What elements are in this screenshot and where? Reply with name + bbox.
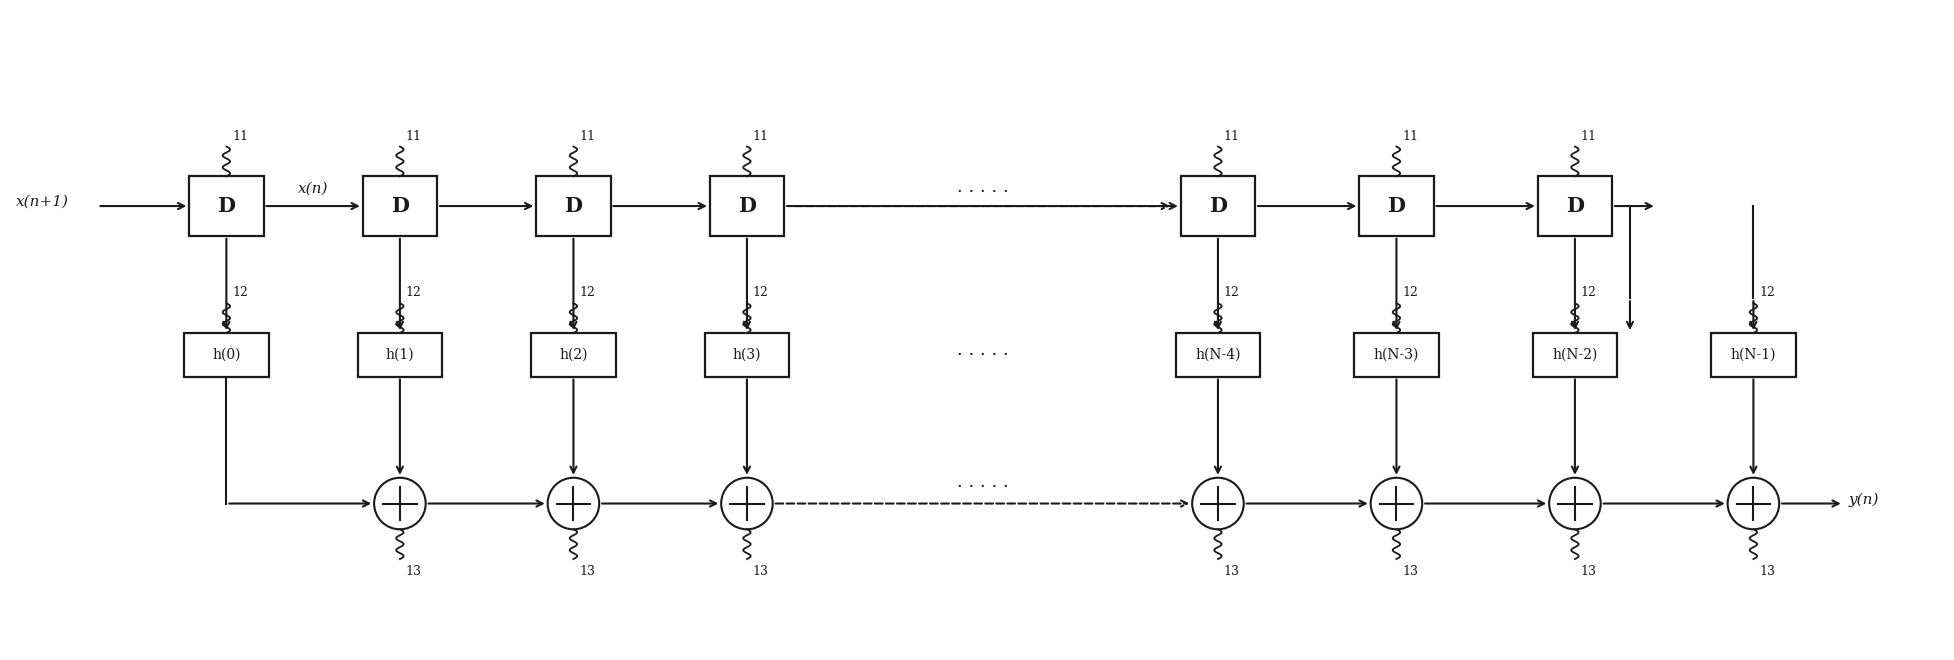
Text: 12: 12 (406, 286, 422, 299)
FancyBboxPatch shape (1712, 333, 1796, 377)
Circle shape (721, 478, 772, 529)
Text: 12: 12 (1759, 286, 1776, 299)
Text: · · · · ·: · · · · · (957, 346, 1008, 364)
Text: x(n+1): x(n+1) (16, 195, 68, 209)
Text: y(n): y(n) (1848, 492, 1880, 507)
Text: h(N-2): h(N-2) (1551, 348, 1598, 362)
Circle shape (1727, 478, 1780, 529)
FancyBboxPatch shape (1176, 333, 1260, 377)
FancyBboxPatch shape (1538, 176, 1612, 236)
Text: 12: 12 (752, 286, 768, 299)
Circle shape (373, 478, 426, 529)
Text: h(0): h(0) (213, 348, 240, 362)
FancyBboxPatch shape (531, 333, 616, 377)
Text: h(N-1): h(N-1) (1731, 348, 1776, 362)
FancyBboxPatch shape (705, 333, 789, 377)
FancyBboxPatch shape (184, 333, 268, 377)
Text: 13: 13 (406, 565, 422, 578)
Text: 12: 12 (1223, 286, 1239, 299)
Text: 11: 11 (1403, 129, 1419, 143)
Text: 13: 13 (1581, 565, 1596, 578)
Text: 12: 12 (1403, 286, 1419, 299)
Text: 11: 11 (752, 129, 770, 143)
Circle shape (1192, 478, 1245, 529)
Text: 11: 11 (406, 129, 422, 143)
Text: D: D (217, 196, 234, 216)
FancyBboxPatch shape (363, 176, 438, 236)
Text: 13: 13 (580, 565, 596, 578)
Text: D: D (391, 196, 408, 216)
Text: 12: 12 (233, 286, 248, 299)
Text: 11: 11 (580, 129, 596, 143)
Text: 12: 12 (580, 286, 596, 299)
Text: D: D (1387, 196, 1405, 216)
Text: D: D (565, 196, 582, 216)
Text: h(N-4): h(N-4) (1196, 348, 1241, 362)
Circle shape (1370, 478, 1423, 529)
Text: · · · · ·: · · · · · (957, 183, 1008, 201)
Circle shape (547, 478, 600, 529)
Text: 13: 13 (1403, 565, 1419, 578)
Text: 11: 11 (1223, 129, 1241, 143)
Text: · · · · ·: · · · · · (957, 478, 1008, 496)
FancyBboxPatch shape (1180, 176, 1254, 236)
Text: D: D (1565, 196, 1585, 216)
Text: 12: 12 (1581, 286, 1596, 299)
Text: D: D (1210, 196, 1227, 216)
Text: h(3): h(3) (733, 348, 762, 362)
Text: h(N-3): h(N-3) (1374, 348, 1419, 362)
FancyBboxPatch shape (535, 176, 610, 236)
FancyBboxPatch shape (709, 176, 784, 236)
FancyBboxPatch shape (1532, 333, 1618, 377)
Text: D: D (739, 196, 756, 216)
Text: 11: 11 (233, 129, 248, 143)
FancyBboxPatch shape (1354, 333, 1438, 377)
FancyBboxPatch shape (190, 176, 264, 236)
Circle shape (1550, 478, 1600, 529)
Text: h(2): h(2) (559, 348, 588, 362)
FancyBboxPatch shape (358, 333, 442, 377)
Text: 13: 13 (1759, 565, 1776, 578)
Text: x(n): x(n) (297, 182, 328, 196)
Text: 11: 11 (1581, 129, 1596, 143)
FancyBboxPatch shape (1360, 176, 1434, 236)
Text: h(1): h(1) (385, 348, 414, 362)
Text: 13: 13 (752, 565, 770, 578)
Text: 13: 13 (1223, 565, 1241, 578)
